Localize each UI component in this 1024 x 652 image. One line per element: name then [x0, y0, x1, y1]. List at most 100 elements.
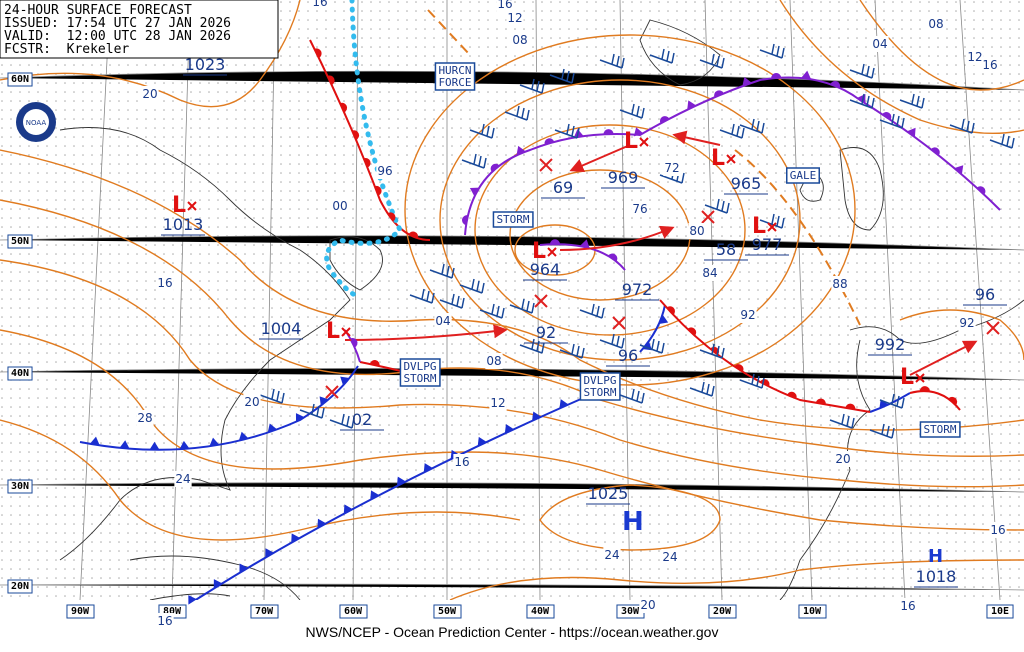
motion-arrows: [344, 130, 978, 376]
center-mark: [325, 385, 339, 399]
isobar-label: 00: [332, 199, 347, 213]
front-pip: [504, 424, 514, 434]
front-pip: [633, 127, 644, 137]
footer: NWS/NCEP - Ocean Prediction Center - htt…: [306, 624, 719, 640]
center-mark: [701, 210, 715, 224]
label-box: [141, 86, 159, 102]
wind-barb: [619, 388, 645, 404]
background: [0, 0, 1024, 600]
wind-barb: [759, 213, 785, 229]
label-box: [986, 604, 1014, 619]
header-forecaster: FCSTR: Krekeler: [4, 42, 129, 57]
front-pip: [603, 129, 614, 135]
wind-barb: [649, 48, 675, 64]
label-box: [7, 579, 33, 594]
label-box: [453, 454, 471, 470]
latitude-label: 30N: [11, 481, 29, 492]
front-pip: [89, 436, 100, 446]
label-box: [661, 549, 679, 565]
front-pip: [734, 364, 744, 372]
front-pip: [666, 306, 675, 315]
label-box: [506, 10, 524, 26]
isobar-label: 16: [982, 58, 997, 72]
front-pip: [559, 399, 569, 409]
front-pip: [363, 157, 371, 168]
isobar-label: 12: [507, 11, 522, 25]
isobar-label: 84: [702, 266, 717, 280]
front-pip: [340, 376, 350, 386]
pressure-label: 1023: [185, 55, 226, 74]
longitude-label: 20W: [713, 606, 732, 617]
front-pip: [787, 391, 797, 399]
isobar-label: 16: [157, 276, 172, 290]
label-box: [631, 201, 649, 217]
label-box: [663, 160, 681, 176]
pressure-label: 58: [716, 240, 736, 259]
wind-barb: [504, 105, 530, 121]
label-box: [339, 604, 368, 619]
low-x: [726, 154, 736, 164]
front-pip: [370, 490, 380, 500]
pressure-label: 1025: [588, 484, 629, 503]
high-symbol: H: [622, 507, 644, 537]
front-pip: [267, 423, 278, 433]
isobar-label: 96: [377, 164, 392, 178]
longitude-label: 10W: [803, 606, 822, 617]
front-pip: [742, 76, 752, 87]
wind-barb: [699, 53, 725, 69]
isobar-label: 08: [512, 33, 527, 47]
center-mark: [534, 294, 548, 308]
front-pip: [369, 360, 380, 367]
label-box: [331, 198, 349, 214]
pressure-label: 02: [352, 410, 372, 429]
low-symbol: L: [172, 193, 186, 218]
latitude-label: 40N: [11, 368, 29, 379]
warning-box: [434, 62, 476, 91]
wind-barb: [469, 123, 495, 139]
front-pip: [423, 463, 433, 473]
front-pip: [608, 253, 618, 262]
front-pip: [490, 163, 500, 172]
isobar-label: 16: [497, 0, 512, 11]
wind-barb: [549, 68, 575, 84]
front-pip: [954, 165, 964, 175]
isobar-label: 04: [435, 314, 450, 328]
latitude-label: 20N: [11, 581, 29, 592]
label-box: [871, 36, 889, 52]
front-pip: [291, 533, 300, 543]
label-box: [966, 49, 984, 65]
front-pip: [352, 130, 360, 140]
label-box: [174, 471, 192, 487]
label-box: [603, 547, 621, 563]
wind-barb: [849, 93, 875, 109]
wind-barb: [759, 43, 785, 59]
isobar-label: 08: [486, 354, 501, 368]
isobar-label: 76: [632, 202, 647, 216]
front-pip: [976, 186, 986, 195]
low-x: [187, 201, 197, 211]
wind-barb: [559, 343, 585, 359]
front-pip: [238, 431, 249, 441]
isobar-label: 16: [990, 523, 1005, 537]
low-x: [767, 222, 777, 232]
wind-barb: [704, 198, 730, 214]
label-box: [433, 604, 462, 619]
label-box: [958, 315, 976, 331]
low-symbol: L: [900, 365, 914, 390]
low-x: [915, 373, 925, 383]
warning-box: [399, 358, 441, 387]
wind-barb: [719, 123, 745, 139]
isobar-label: 80: [689, 224, 704, 238]
front-pip: [906, 127, 916, 138]
isobar-label: 20: [244, 395, 259, 409]
warning-text: STORM: [583, 386, 616, 399]
front-pip: [919, 386, 930, 392]
warning-text: HURCN: [438, 64, 471, 77]
warning-text: STORM: [403, 372, 436, 385]
front-pip: [830, 80, 841, 88]
label-box: [136, 410, 154, 426]
pressure-label: 972: [622, 280, 653, 299]
wind-barb: [739, 118, 765, 134]
front-pip: [188, 595, 197, 605]
